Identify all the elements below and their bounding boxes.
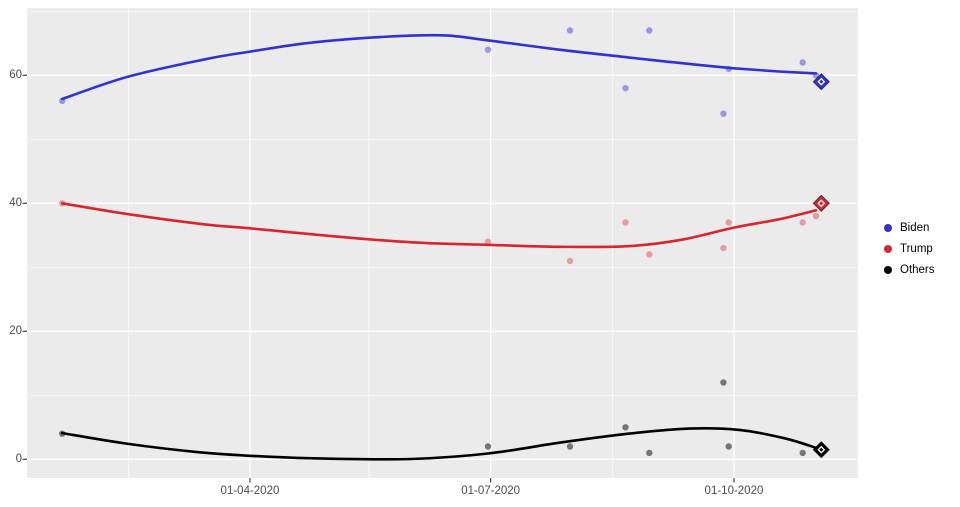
legend-label-others: Others bbox=[900, 263, 935, 276]
legend-item-others: Others bbox=[884, 259, 935, 280]
y-tick-label-2: 40 bbox=[9, 197, 22, 210]
legend-item-trump: Trump bbox=[884, 238, 935, 259]
x-tick-label-2: 01-10-2020 bbox=[704, 485, 764, 497]
plot-panel bbox=[27, 8, 858, 478]
legend-dot-biden-icon bbox=[884, 223, 892, 232]
legend: Biden Trump Others bbox=[884, 217, 935, 280]
legend-label-biden: Biden bbox=[900, 221, 930, 234]
y-tick-label-0: 0 bbox=[15, 453, 22, 466]
y-tick-label-3: 60 bbox=[9, 69, 22, 82]
x-tick-label-0: 01-04-2020 bbox=[220, 485, 280, 497]
legend-label-trump: Trump bbox=[900, 242, 933, 255]
y-tick-label-1: 20 bbox=[9, 325, 22, 338]
legend-item-biden: Biden bbox=[884, 217, 935, 238]
x-tick-label-1: 01-07-2020 bbox=[461, 485, 521, 497]
legend-dot-trump-icon bbox=[884, 244, 892, 253]
legend-dot-others-icon bbox=[884, 265, 892, 274]
